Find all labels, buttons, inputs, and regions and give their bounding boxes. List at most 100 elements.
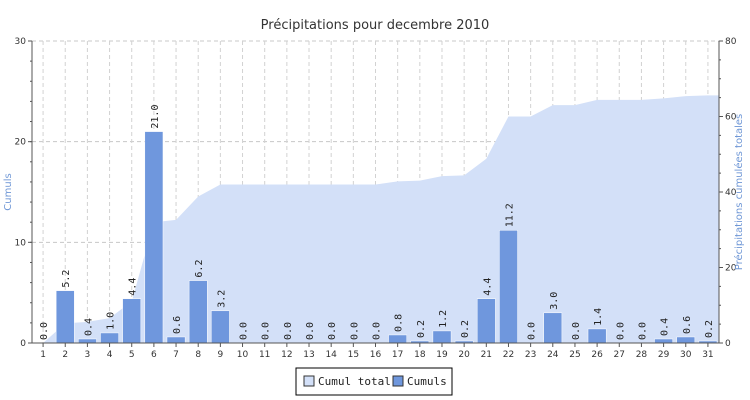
data-label-day-24: 3.0 (549, 292, 560, 310)
bar-day-8 (188, 280, 208, 344)
data-label-day-30: 0.6 (682, 316, 693, 334)
x-tick-label-25: 25 (569, 350, 580, 360)
x-tick-label-22: 22 (503, 350, 514, 360)
bar-day-6 (144, 131, 164, 344)
value-labels: 0.0 5.2 0.4 1.0 4.4 21.0 0.6 6.2 3.2 0.0 0.0 0.0 0.0… (39, 105, 715, 340)
chart-title: Précipitations pour decembre 2010 (261, 18, 490, 33)
data-label-day-1: 0.0 (39, 322, 50, 340)
x-tick-label-31: 31 (702, 350, 713, 360)
x-tick-label-3: 3 (85, 350, 91, 360)
data-label-day-13: 0.0 (305, 322, 316, 340)
y-tick-label: 30 (15, 37, 27, 47)
data-label-day-19: 1.2 (438, 310, 449, 328)
x-tick-label-17: 17 (392, 350, 403, 360)
data-label-day-5: 4.4 (128, 278, 139, 296)
data-label-day-2: 5.2 (61, 270, 72, 288)
data-label-day-27: 0.0 (615, 322, 626, 340)
data-label-day-17: 0.8 (394, 314, 405, 332)
legend: Cumul total Cumuls (295, 367, 453, 396)
y-tick-label: 10 (15, 238, 27, 248)
bar-day-24 (543, 312, 563, 344)
x-tick-label-12: 12 (281, 350, 292, 360)
x-tick-label-29: 29 (658, 350, 670, 360)
bar-day-22 (499, 230, 518, 344)
data-label-day-26: 1.4 (593, 308, 604, 326)
cumulative-area (43, 95, 720, 343)
legend-label-cumuls: Cumuls (407, 375, 447, 388)
bar-day-17 (388, 334, 407, 344)
bar-day-30 (676, 336, 696, 344)
x-tick-label-30: 30 (680, 350, 692, 360)
data-label-day-15: 0.0 (349, 322, 360, 340)
data-label-day-6: 21.0 (150, 105, 161, 129)
x-tick-label-21: 21 (481, 350, 492, 360)
bar-day-7 (166, 336, 186, 344)
data-label-day-23: 0.0 (527, 322, 538, 340)
x-tick-label-2: 2 (62, 350, 68, 360)
data-label-day-21: 4.4 (482, 278, 493, 296)
cumulative-area-layer (43, 95, 720, 343)
data-label-day-11: 0.0 (261, 322, 272, 340)
x-tick-label-13: 13 (303, 350, 314, 360)
x-tick-label-8: 8 (195, 350, 201, 360)
bar-day-19 (432, 330, 452, 344)
data-label-day-22: 11.2 (504, 203, 515, 227)
y2-tick-label: 40 (725, 188, 737, 198)
x-tick-label-7: 7 (173, 350, 179, 360)
bar-day-26 (587, 328, 607, 344)
y2-tick-label: 80 (725, 37, 737, 47)
y-axis-title: Cumuls (3, 173, 14, 210)
bar-day-9 (211, 310, 230, 344)
data-label-day-29: 0.4 (660, 318, 671, 336)
x-tick-label-19: 19 (436, 350, 448, 360)
x-tick-label-26: 26 (591, 350, 603, 360)
data-label-day-18: 0.2 (416, 320, 427, 338)
data-label-day-12: 0.0 (283, 322, 294, 340)
data-label-day-9: 3.2 (216, 290, 227, 308)
y-tick-label: 20 (15, 138, 27, 148)
y2-tick-label: 0 (725, 339, 731, 349)
data-label-day-28: 0.0 (637, 322, 648, 340)
data-label-day-20: 0.2 (460, 320, 471, 338)
x-tick-label-6: 6 (151, 350, 157, 360)
y2-tick-label: 60 (725, 113, 737, 123)
x-tick-label-11: 11 (259, 350, 270, 360)
data-label-day-4: 1.0 (106, 312, 117, 330)
data-label-day-25: 0.0 (571, 322, 582, 340)
x-tick-label-20: 20 (458, 350, 470, 360)
data-label-day-8: 6.2 (194, 260, 205, 278)
data-label-day-31: 0.2 (704, 320, 715, 338)
bar-day-5 (122, 298, 142, 344)
data-label-day-10: 0.0 (239, 322, 250, 340)
x-tick-label-10: 10 (237, 350, 249, 360)
x-tick-label-5: 5 (129, 350, 135, 360)
y2-tick-label: 20 (725, 264, 737, 274)
x-tick-label-24: 24 (547, 350, 559, 360)
bar-day-2 (55, 290, 75, 344)
bar-layer (55, 131, 718, 344)
x-tick-label-4: 4 (107, 350, 113, 360)
x-tick-label-14: 14 (325, 350, 337, 360)
x-tick-label-9: 9 (218, 350, 224, 360)
bar-day-29 (654, 338, 673, 344)
data-label-day-16: 0.0 (372, 322, 383, 340)
x-tick-label-27: 27 (614, 350, 625, 360)
x-tick-label-15: 15 (348, 350, 359, 360)
x-tick-label-23: 23 (525, 350, 536, 360)
legend-label-cumul-total: Cumul total (318, 375, 391, 388)
legend-box (295, 367, 453, 396)
data-label-day-14: 0.0 (327, 322, 338, 340)
data-label-day-3: 0.4 (83, 318, 94, 336)
bar-day-4 (100, 332, 119, 344)
x-tick-label-18: 18 (414, 350, 426, 360)
x-tick-label-28: 28 (636, 350, 648, 360)
bar-day-3 (78, 338, 97, 344)
y2-axis-title: Précipitations cumulées totales (733, 114, 745, 271)
x-tick-label-16: 16 (370, 350, 382, 360)
data-label-day-7: 0.6 (172, 316, 183, 334)
y-tick-label: 0 (20, 339, 26, 349)
legend-swatch-cumul-total (303, 375, 315, 387)
